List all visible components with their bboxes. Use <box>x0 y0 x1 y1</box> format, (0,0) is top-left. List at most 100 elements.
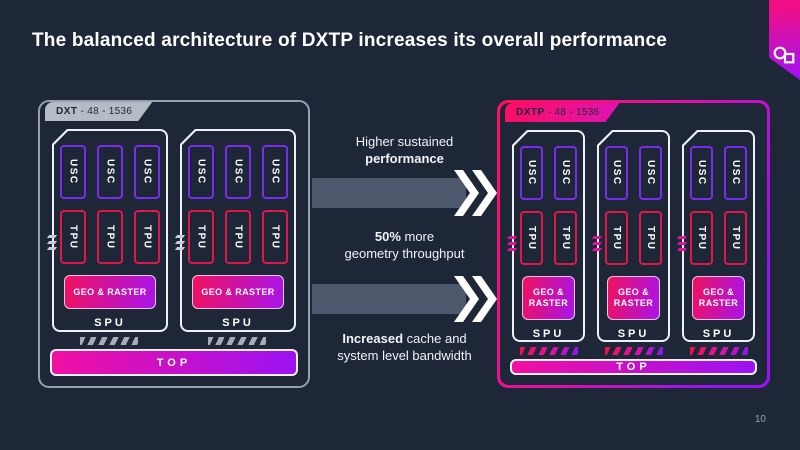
tpu-row: TPU TPU <box>514 211 583 265</box>
hazard-stripes <box>690 347 748 355</box>
pin-icon <box>676 242 688 245</box>
pin-icon <box>46 247 58 250</box>
tpu-row: TPU TPU <box>599 211 668 265</box>
dxt-tab-name: DXT <box>56 106 78 117</box>
page-title: The balanced architecture of DXTP increa… <box>32 30 668 51</box>
spu-inner: USC USC TPU TPU GEO & RASTER SPU <box>599 132 668 340</box>
tpu-label: TPU <box>645 225 656 251</box>
tpu-label: TPU <box>611 225 622 251</box>
pin-icon <box>591 236 603 239</box>
spu-label: SPU <box>617 328 650 340</box>
hazard-stripes <box>80 337 138 345</box>
dxtp-tab-name: DXTP <box>516 107 545 118</box>
usc-label: USC <box>526 160 537 186</box>
spu-connector-pins <box>506 236 518 251</box>
tpu-unit: TPU <box>134 210 160 264</box>
tpu-unit: TPU <box>225 210 251 264</box>
usc-unit: USC <box>520 146 543 200</box>
usc-label: USC <box>141 159 153 185</box>
geo-raster-block: GEO & RASTER <box>522 276 575 320</box>
dxt-tab: DXT - 48 - 1536 <box>45 102 152 121</box>
usc-label: USC <box>195 159 207 185</box>
geo-raster-block: GEO & RASTER <box>692 276 745 320</box>
spu-column: USC USC TPU TPU GEO & RASTER SPU <box>676 130 755 357</box>
tpu-label: TPU <box>104 224 116 250</box>
spu-block: USC USC TPU TPU GEO & RASTER SPU <box>512 130 585 342</box>
usc-unit: USC <box>724 146 747 200</box>
usc-unit: USC <box>134 145 160 199</box>
spu-connector-pins <box>591 236 603 251</box>
usc-unit: USC <box>639 146 662 200</box>
geo-raster-label: GEO & <box>532 287 564 297</box>
tpu-unit: TPU <box>262 210 288 264</box>
geo-raster-block: GEO & RASTER <box>64 275 156 309</box>
spu-block: USC USC USC TPU TPU TPU GEO & RASTER SPU <box>52 129 168 332</box>
spu-label: SPU <box>532 328 565 340</box>
usc-unit: USC <box>690 146 713 200</box>
pin-icon <box>591 248 603 251</box>
spu-inner: USC USC TPU TPU GEO & RASTER SPU <box>514 132 583 340</box>
usc-label: USC <box>269 159 281 185</box>
usc-label: USC <box>67 159 79 185</box>
dxt-top-bar: TOP <box>50 349 298 376</box>
dxt-top-label: TOP <box>156 356 192 369</box>
spu-inner: USC USC USC TPU TPU TPU GEO & RASTER SPU <box>54 131 166 330</box>
dxt-spu-row: USC USC USC TPU TPU TPU GEO & RASTER SPU USC USC U… <box>40 102 308 347</box>
usc-label: USC <box>645 160 656 186</box>
tpu-label: TPU <box>195 224 207 250</box>
tpu-unit: TPU <box>639 211 662 265</box>
tpu-unit: TPU <box>605 211 628 265</box>
hazard-stripes <box>208 337 266 345</box>
usc-row: USC USC <box>599 146 668 200</box>
hazard-stripes <box>605 347 663 355</box>
pin-icon <box>174 241 186 244</box>
geo-raster-label: RASTER <box>613 298 654 308</box>
usc-label: USC <box>611 160 622 186</box>
geo-raster-label: GEO & <box>617 287 649 297</box>
pin-icon <box>506 236 518 239</box>
usc-label: USC <box>232 159 244 185</box>
tpu-row: TPU TPU TPU <box>182 210 294 264</box>
pin-icon <box>676 248 688 251</box>
pin-icon <box>174 247 186 250</box>
tpu-unit: TPU <box>724 211 747 265</box>
pin-icon <box>46 241 58 244</box>
brand-ribbon <box>769 0 800 80</box>
arrow-shaft <box>312 178 466 208</box>
spu-block: USC USC TPU TPU GEO & RASTER SPU <box>682 130 755 342</box>
usc-unit: USC <box>554 146 577 200</box>
arrow-top <box>312 170 497 216</box>
arrow-shaft <box>312 284 466 314</box>
hazard-stripes <box>520 347 578 355</box>
pin-icon <box>506 248 518 251</box>
usc-label: USC <box>730 160 741 186</box>
tpu-row: TPU TPU <box>684 211 753 265</box>
spu-block: USC USC TPU TPU GEO & RASTER SPU <box>597 130 670 342</box>
tpu-row: TPU TPU TPU <box>54 210 166 264</box>
spu-label: SPU <box>702 328 735 340</box>
annotation-performance: Higher sustained performance <box>355 134 454 166</box>
spu-column: USC USC TPU TPU GEO & RASTER SPU <box>591 130 670 357</box>
usc-row: USC USC <box>514 146 583 200</box>
tpu-unit: TPU <box>690 211 713 265</box>
spu-inner: USC USC TPU TPU GEO & RASTER SPU <box>684 132 753 340</box>
usc-unit: USC <box>188 145 214 199</box>
tpu-label: TPU <box>560 225 571 251</box>
spu-connector-pins <box>46 235 58 250</box>
dxtp-tab: DXTP - 48 - 1536 <box>505 103 619 122</box>
usc-label: USC <box>696 160 707 186</box>
dxtp-top-label: TOP <box>616 361 651 373</box>
pin-icon <box>174 235 186 238</box>
annotation-bandwidth: Increased cache and system level bandwid… <box>337 331 472 363</box>
spu-label: SPU <box>222 317 254 329</box>
tpu-label: TPU <box>67 224 79 250</box>
pin-icon <box>46 235 58 238</box>
usc-unit: USC <box>262 145 288 199</box>
pin-icon <box>506 242 518 245</box>
geo-raster-label: GEO & RASTER <box>201 286 275 297</box>
usc-unit: USC <box>60 145 86 199</box>
usc-row: USC USC USC <box>182 145 294 199</box>
dxtp-tab-spec: - 48 - 1536 <box>544 107 600 118</box>
dxtp-top-bar: TOP <box>510 359 757 375</box>
